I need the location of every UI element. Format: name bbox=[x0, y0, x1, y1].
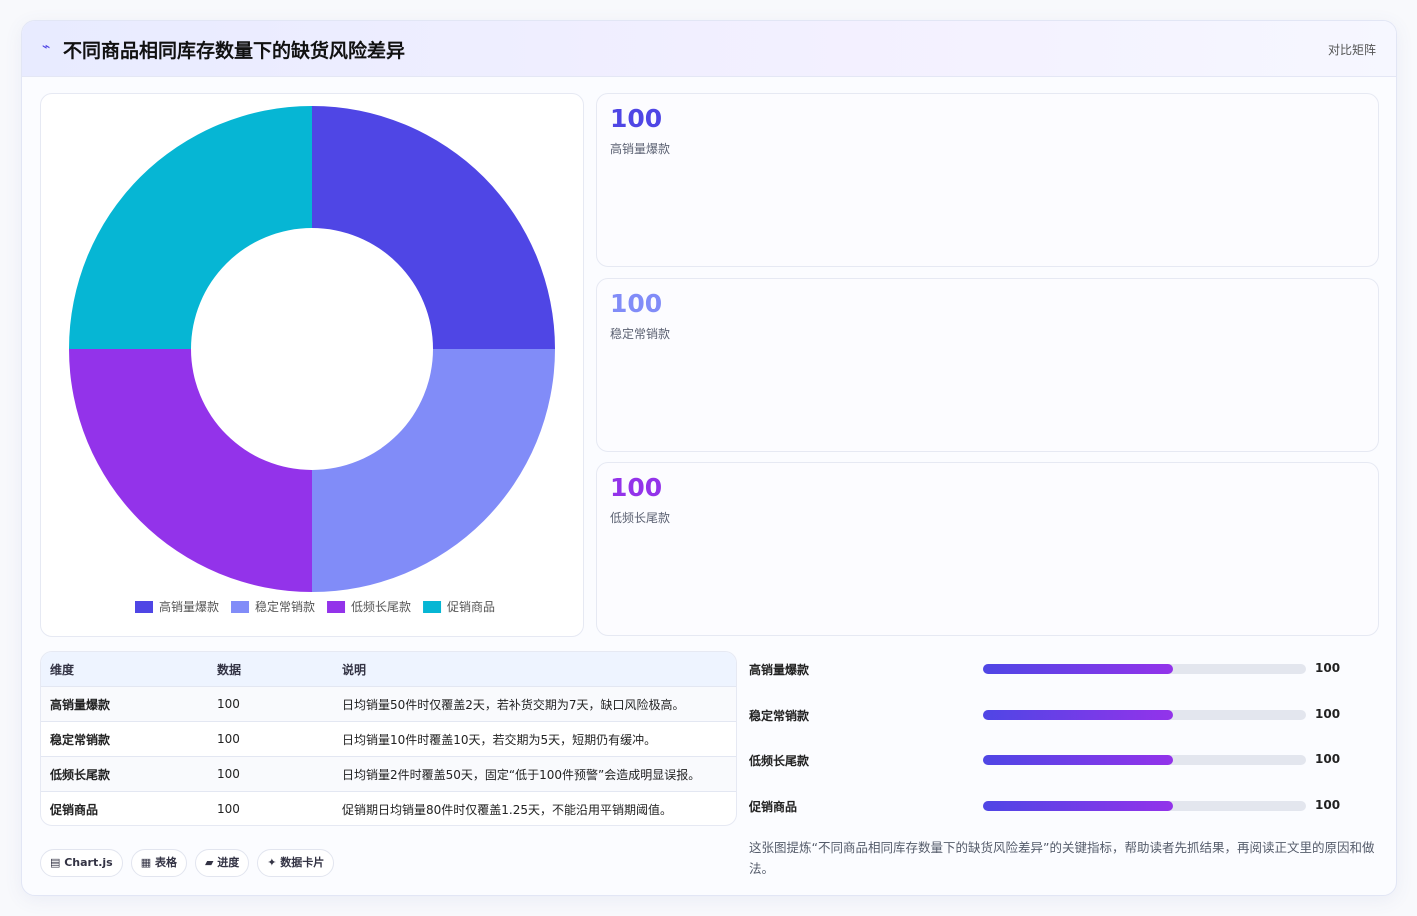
donut-slice bbox=[312, 106, 555, 349]
progress-label: 低频长尾款 bbox=[749, 754, 810, 769]
table-cell: 低频长尾款 bbox=[41, 756, 208, 792]
legend-swatch bbox=[231, 601, 250, 613]
legend-label: 稳定常销款 bbox=[255, 599, 315, 614]
progress-track bbox=[983, 801, 1306, 812]
column-header: 数据 bbox=[208, 652, 333, 687]
legend-swatch bbox=[135, 601, 153, 613]
data-table: 维度 数据 说明 高销量爆款 100 日均销量50件时仅覆盖2天，若补货交期为7天，缺口风… bbox=[41, 652, 736, 825]
progress-label: 促销商品 bbox=[749, 800, 798, 815]
card-value: 100 bbox=[610, 104, 663, 133]
table-cell: 促销期日均销量80件时仅覆盖1.25天，不能沿用平销期阈值。 bbox=[333, 791, 736, 825]
table-cell: 日均销量50件时仅覆盖2天，若补货交期为7天，缺口风险极高。 bbox=[333, 686, 736, 722]
column-header: 说明 bbox=[333, 652, 736, 687]
header: ⌁ 不同商品相同库存数量下的缺货风险差异 对比矩阵 bbox=[22, 21, 1396, 77]
legend-label: 高销量爆款 bbox=[159, 599, 219, 614]
table-cell: 100 bbox=[208, 756, 333, 792]
table-row: 促销商品 100 促销期日均销量80件时仅覆盖1.25天，不能沿用平销期阈值。 bbox=[41, 791, 736, 825]
table-row: 高销量爆款 100 日均销量50件时仅覆盖2天，若补货交期为7天，缺口风险极高。 bbox=[41, 686, 736, 722]
column-header: 维度 bbox=[41, 652, 208, 687]
donut-slice bbox=[312, 349, 555, 592]
card-value: 100 bbox=[610, 473, 663, 502]
table-row: 稳定常销款 100 日均销量10件时覆盖10天，若交期为5天，短期仍有缓冲。 bbox=[41, 721, 736, 757]
progress-label: 高销量爆款 bbox=[749, 663, 810, 677]
progress-fill bbox=[983, 664, 1173, 674]
progress-fill bbox=[983, 709, 1173, 720]
legend-label: 促销商品 bbox=[447, 599, 495, 614]
stat-card: 100 低频长尾款 bbox=[596, 462, 1379, 636]
table-cell: 促销商品 bbox=[41, 791, 208, 825]
header-action[interactable]: 对比矩阵 bbox=[1327, 43, 1376, 57]
progress-value: 100 bbox=[1315, 661, 1341, 675]
table-cell: 日均销量10件时覆盖10天，若交期为5天，短期仍有缓冲。 bbox=[333, 721, 736, 757]
progress-track bbox=[983, 755, 1306, 766]
tag-list: ▤ Chart.js ▦ 表格 ▰ 进度 ✦ 数据卡片 bbox=[40, 849, 335, 877]
progress-label: 稳定常销款 bbox=[749, 708, 810, 723]
header-icon: ⌁ bbox=[42, 39, 51, 55]
card-label: 高销量爆款 bbox=[610, 142, 671, 156]
table-panel: 维度 数据 说明 高销量爆款 100 日均销量50件时仅覆盖2天，若补货交期为7天，缺口风… bbox=[40, 651, 737, 826]
progress-track bbox=[983, 709, 1306, 720]
table-cell: 100 bbox=[208, 721, 333, 757]
tag[interactable]: ▦ 表格 bbox=[130, 849, 187, 877]
legend: 高销量爆款 稳定常销款 低频长尾款 促销商品 bbox=[135, 599, 495, 614]
card-label: 低频长尾款 bbox=[610, 511, 671, 525]
tag[interactable]: ▰ 进度 bbox=[194, 849, 250, 877]
legend-label: 低频长尾款 bbox=[351, 600, 411, 614]
table-cell: 高销量爆款 bbox=[41, 686, 208, 722]
tag[interactable]: ▤ Chart.js bbox=[40, 849, 123, 877]
tag[interactable]: ✦ 数据卡片 bbox=[257, 849, 335, 877]
stat-card: 100 稳定常销款 bbox=[596, 277, 1379, 452]
donut-chart: 高销量爆款 稳定常销款 低频长尾款 促销商品 bbox=[69, 106, 555, 614]
donut-slice bbox=[69, 106, 312, 349]
stat-card: 100 高销量爆款 bbox=[596, 93, 1379, 267]
progress-fill bbox=[983, 755, 1173, 766]
legend-swatch bbox=[327, 601, 346, 613]
table-cell: 100 bbox=[208, 791, 333, 825]
card-label: 稳定常销款 bbox=[610, 326, 671, 341]
table-cell: 100 bbox=[208, 686, 333, 722]
progress-value: 100 bbox=[1315, 752, 1341, 767]
note: 这张图提炼“不同商品相同库存数量下的缺货风险差异”的关键指标，帮助读者先抓结果，… bbox=[749, 840, 1375, 876]
dashboard: ⌁ 不同商品相同库存数量下的缺货风险差异 对比矩阵 高销量爆款 稳定常销款 低频长尾… bbox=[21, 20, 1397, 896]
table-row: 低频长尾款 100 日均销量2件时覆盖50天，固定“低于100件预警”会造成明显误报… bbox=[41, 756, 736, 792]
header-title: 不同商品相同库存数量下的缺货风险差异 bbox=[63, 40, 406, 62]
progress-value: 100 bbox=[1315, 798, 1341, 813]
progress-fill bbox=[983, 801, 1173, 812]
legend-swatch bbox=[423, 601, 442, 613]
table-cell: 日均销量2件时覆盖50天，固定“低于100件预警”会造成明显误报。 bbox=[333, 756, 736, 792]
progress-track bbox=[983, 664, 1306, 674]
chart-panel: 高销量爆款 稳定常销款 低频长尾款 促销商品 bbox=[40, 93, 584, 637]
progress-value: 100 bbox=[1315, 706, 1341, 721]
donut-slice bbox=[69, 349, 312, 592]
table-cell: 稳定常销款 bbox=[41, 721, 208, 757]
card-value: 100 bbox=[610, 288, 663, 318]
